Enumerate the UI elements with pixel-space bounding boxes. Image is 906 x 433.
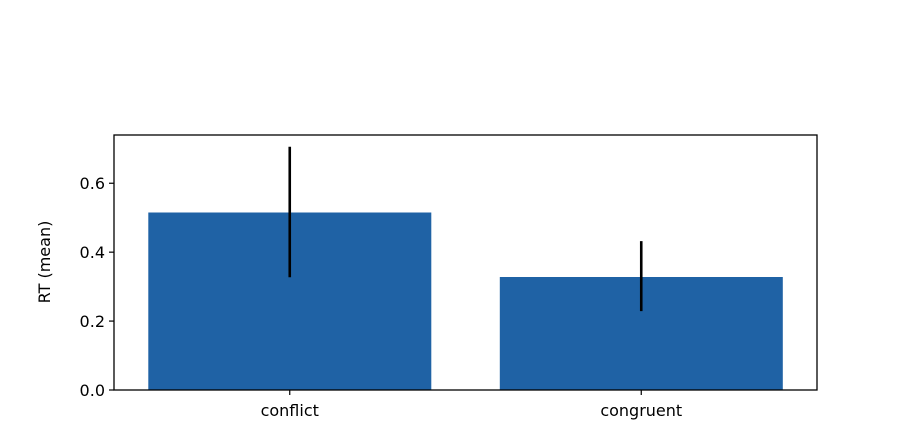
- error-bars-group: [288, 146, 643, 312]
- x-tick-label: congruent: [600, 401, 682, 420]
- y-tick-label: 0.6: [80, 174, 105, 193]
- x-axis: conflict congruent: [261, 390, 682, 420]
- y-axis: 0.0 0.2 0.4 0.6: [80, 174, 114, 400]
- y-tick-label: 0.4: [80, 243, 105, 262]
- y-tick-label: 0.2: [80, 312, 105, 331]
- plot-frame: [113, 134, 818, 391]
- y-axis-label: RT (mean): [35, 221, 54, 304]
- y-tick-label: 0.0: [80, 381, 105, 400]
- x-tick-label: conflict: [261, 401, 319, 420]
